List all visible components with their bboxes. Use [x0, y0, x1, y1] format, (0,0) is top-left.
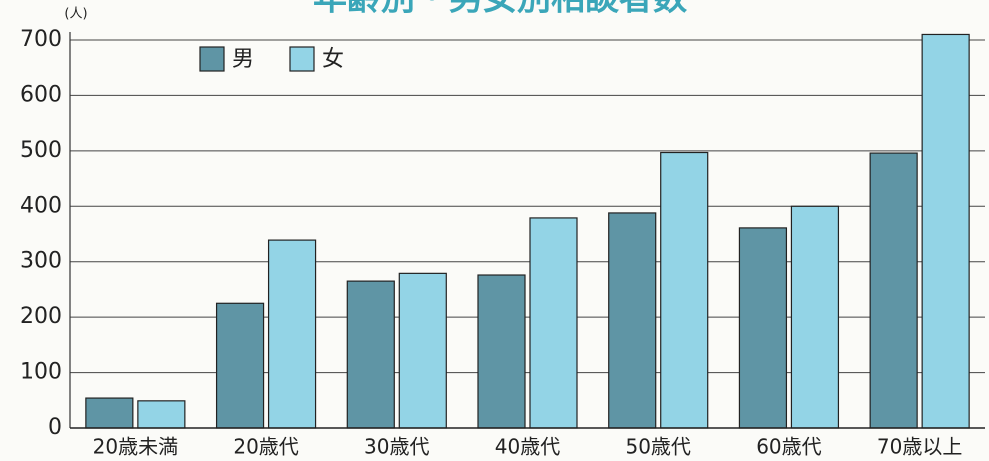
x-tick-label: 20歳代 — [233, 435, 298, 459]
bar — [660, 151, 709, 429]
bar — [346, 280, 395, 429]
x-tick-label: 50歳代 — [625, 435, 690, 459]
legend-swatch — [199, 46, 225, 72]
y-tick-label: 600 — [20, 82, 62, 107]
x-tick-label: 30歳代 — [364, 435, 429, 459]
bar — [137, 400, 186, 429]
bar — [215, 302, 265, 429]
bar — [529, 217, 578, 429]
y-tick-label: 300 — [20, 249, 62, 274]
chart-title: 年齢別・男女別相談者数 — [313, 0, 687, 19]
bar — [85, 397, 134, 429]
legend-label: 男 — [232, 47, 254, 72]
x-tick-label: 70歳以上 — [877, 435, 962, 459]
bar — [738, 227, 788, 429]
bar — [790, 205, 840, 429]
bar — [267, 239, 317, 429]
bar — [921, 33, 970, 429]
legend-label: 女 — [322, 47, 344, 72]
y-tick-label: 400 — [20, 193, 62, 218]
bar — [477, 274, 526, 429]
x-tick-label: 60歳代 — [756, 435, 821, 459]
legend-swatch — [289, 46, 315, 72]
y-tick-label: 500 — [20, 138, 62, 163]
bar — [608, 212, 657, 429]
bar — [869, 152, 918, 429]
bar — [398, 272, 447, 429]
y-unit: (人) — [64, 7, 87, 22]
x-tick-label: 40歳代 — [495, 435, 560, 459]
y-tick-label: 100 — [20, 360, 62, 385]
y-tick-label: 0 — [48, 415, 62, 440]
x-tick-label: 20歳未満 — [93, 435, 178, 459]
y-tick-label: 700 — [20, 27, 62, 52]
y-tick-label: 200 — [20, 304, 62, 329]
